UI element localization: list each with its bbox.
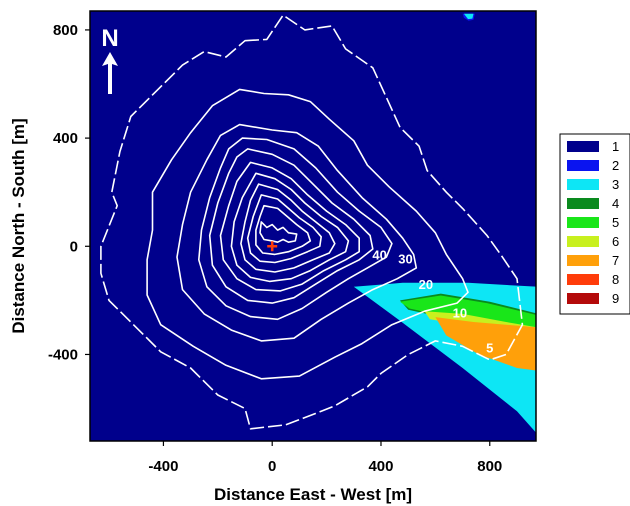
- north-label: N: [101, 25, 118, 52]
- contour-label-3: 10: [453, 306, 467, 321]
- x-tick-label-0: -400: [148, 458, 178, 475]
- north-arrow-icon: [102, 52, 118, 94]
- legend-label-2: 2: [612, 158, 619, 173]
- legend-swatch-7: [567, 255, 599, 266]
- legend-swatch-6: [567, 236, 599, 247]
- contour-line-10: [259, 221, 298, 243]
- contour-line-5: [219, 161, 361, 292]
- contour-line-7: [240, 183, 336, 273]
- legend-swatch-5: [567, 217, 599, 228]
- plot-background: [90, 11, 536, 441]
- y-tick-label-0: 800: [53, 22, 78, 39]
- legend-swatch-2: [567, 160, 599, 171]
- contour-label-4: 5: [486, 341, 493, 356]
- legend-label-6: 6: [612, 234, 619, 249]
- contour-line-6: [230, 172, 350, 283]
- contour-line-2: [176, 123, 418, 342]
- contour-line-8: [246, 194, 323, 264]
- y-tick-label-1: 400: [53, 130, 78, 147]
- color-regions: [353, 13, 536, 433]
- legend: 1 2 3 4 5 6 7 8 9: [559, 133, 630, 315]
- x-tick-label-3: 800: [477, 458, 502, 475]
- contour-line-3: [198, 137, 393, 321]
- contour-line-1: [146, 88, 469, 380]
- legend-label-7: 7: [612, 253, 619, 268]
- north-arrow: N: [101, 25, 119, 94]
- x-tick-label-1: 0: [268, 458, 276, 475]
- region-class-5-2: [400, 295, 536, 330]
- plot-area: 40 30 20 10 5: [89, 10, 537, 442]
- region-class-7-4: [435, 317, 536, 371]
- legend-label-5: 5: [612, 215, 619, 230]
- legend-swatch-3: [567, 179, 599, 190]
- legend-swatch-1: [567, 141, 599, 152]
- y-axis-label: Distance North - South [m]: [9, 118, 28, 333]
- x-tick-label-2: 400: [368, 458, 393, 475]
- y-tick-label-2: 0: [70, 238, 78, 255]
- x-axis-label: Distance East - West [m]: [214, 485, 412, 504]
- legend-label-1: 1: [612, 139, 619, 154]
- contour-line-4: [208, 148, 374, 304]
- legend-swatch-9: [567, 293, 599, 304]
- contour-labels: 40 30 20 10 5: [372, 247, 493, 355]
- contour-line-9: [255, 204, 312, 256]
- legend-label-3: 3: [612, 177, 619, 192]
- legend-label-8: 8: [612, 272, 619, 287]
- vent-cross-icon: [267, 241, 278, 252]
- contour-label-1: 30: [398, 252, 412, 267]
- legend-label-9: 9: [612, 291, 619, 306]
- contour-line-0: [100, 14, 524, 430]
- legend-swatch-4: [567, 198, 599, 209]
- y-tick-label-3: -400: [48, 346, 78, 363]
- vent-marker: [267, 241, 278, 252]
- contour-lines: [100, 14, 524, 430]
- plot-frame: [89, 10, 537, 442]
- x-axis-ticks: -400 0 400 800: [148, 441, 502, 475]
- contour-label-0: 40: [372, 247, 386, 262]
- region-class-3-6: [463, 13, 474, 20]
- y-axis-ticks: 800 400 0 -400: [48, 22, 90, 363]
- legend-swatch-8: [567, 274, 599, 285]
- legend-label-4: 4: [612, 196, 619, 211]
- contour-label-2: 20: [419, 277, 433, 292]
